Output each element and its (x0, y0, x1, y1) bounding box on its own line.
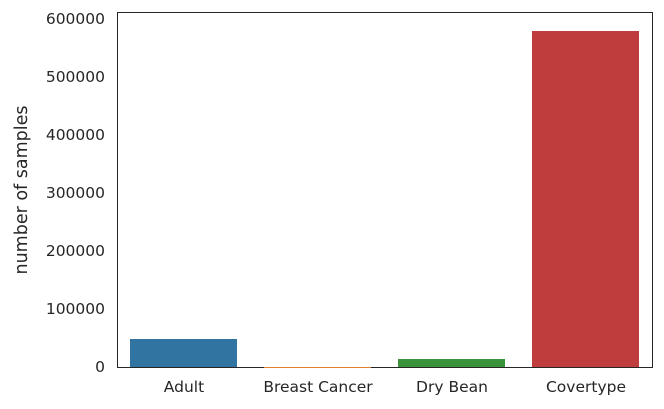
x-tick-label-adult: Adult (163, 378, 205, 396)
y-tick-label: 400000 (45, 126, 105, 145)
y-tick-label: 300000 (45, 183, 105, 202)
bar-covertype (532, 30, 639, 367)
y-tick-label: 600000 (45, 10, 105, 29)
plot-area (117, 12, 653, 368)
bar-adult (130, 338, 237, 367)
y-tick-label: 200000 (45, 241, 105, 260)
y-tick-label: 100000 (45, 299, 105, 318)
x-tick-label-covertype: Covertype (545, 378, 626, 396)
y-tick-label: 0 (95, 357, 105, 376)
y-tick-label: 500000 (45, 68, 105, 87)
x-tick-label-dry-bean: Dry Bean (416, 378, 488, 396)
bar-dry-bean (398, 359, 505, 367)
x-tick-label-breast-cancer: Breast Cancer (263, 378, 373, 396)
